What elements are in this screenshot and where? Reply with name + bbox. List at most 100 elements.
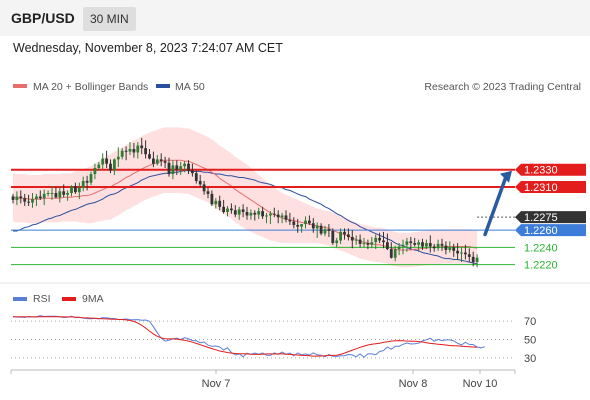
candle-body — [35, 196, 38, 200]
candle-body — [179, 166, 183, 170]
candle-body — [120, 150, 124, 157]
candle-body — [245, 212, 249, 216]
candle-body — [148, 154, 151, 159]
candle — [464, 244, 467, 260]
candle — [296, 218, 300, 233]
rsi-legend-label: RSI — [33, 293, 51, 305]
x-tick-label: Nov 7 — [202, 378, 231, 390]
candle-body — [23, 198, 27, 202]
candle — [113, 158, 116, 175]
candle — [31, 193, 34, 208]
candle-body — [308, 220, 311, 224]
candle-body — [378, 237, 381, 241]
candle-body — [218, 200, 222, 207]
candle — [148, 149, 151, 160]
candle — [315, 222, 319, 238]
candle-body — [128, 149, 132, 152]
candle — [460, 247, 463, 263]
candle-body — [347, 234, 350, 238]
candle — [66, 190, 69, 201]
candle-body — [335, 240, 339, 244]
candle — [393, 245, 397, 262]
candle — [323, 225, 327, 237]
candle-body — [81, 180, 85, 188]
candle-body — [444, 245, 448, 250]
candle-body — [343, 231, 346, 235]
candle — [198, 174, 202, 187]
candle — [81, 176, 85, 192]
candle-body — [46, 193, 50, 195]
candle — [456, 243, 459, 260]
ma50-line — [13, 170, 478, 265]
candle — [230, 203, 233, 214]
timeframe-button[interactable]: 30 MIN — [83, 7, 136, 31]
candle-body — [175, 165, 179, 170]
candle-body — [386, 242, 389, 250]
candle — [245, 206, 249, 220]
resistance-price-tag: 1.2330 — [524, 165, 558, 177]
candle-body — [140, 145, 144, 149]
candle — [202, 180, 206, 195]
candle — [358, 234, 362, 248]
candle — [269, 211, 272, 225]
candle-body — [409, 241, 413, 244]
candle-body — [296, 224, 300, 227]
candle — [101, 153, 105, 169]
candle — [265, 212, 268, 224]
candle — [152, 151, 155, 168]
candle — [218, 195, 222, 211]
candle-body — [109, 163, 112, 171]
candle-body — [85, 180, 89, 183]
candle — [382, 231, 385, 249]
candle-body — [27, 201, 30, 203]
candle-body — [136, 145, 140, 153]
x-tick-label: Nov 10 — [463, 378, 498, 390]
candle-body — [417, 242, 420, 245]
candle-body — [206, 191, 210, 194]
candle — [339, 228, 342, 244]
candle-body — [304, 220, 307, 225]
candle-body — [167, 162, 171, 175]
candle — [304, 216, 307, 229]
candle-body — [323, 229, 327, 234]
candle-body — [11, 196, 15, 200]
candle-body — [401, 244, 405, 247]
ma20-legend-swatch — [13, 84, 27, 88]
candle — [74, 182, 77, 194]
candle-body — [284, 215, 288, 220]
candle — [46, 190, 50, 197]
candle-body — [456, 250, 459, 254]
candle-body — [413, 243, 417, 245]
candle-body — [452, 247, 456, 251]
candle — [374, 234, 378, 250]
datetime-label: Wednesday, November 8, 2023 7:24:07 AM C… — [13, 41, 283, 55]
candle-body — [105, 158, 108, 164]
candle — [214, 198, 218, 209]
candle — [105, 150, 108, 168]
candle — [370, 237, 374, 249]
candle — [132, 142, 136, 158]
candlesticks — [11, 137, 479, 268]
candle — [210, 190, 214, 206]
candle-body — [70, 186, 73, 194]
candle-body — [428, 243, 432, 247]
candle — [35, 193, 38, 206]
candle — [366, 239, 370, 250]
candle-body — [272, 213, 276, 215]
candle-body — [101, 158, 105, 165]
9ma-legend-swatch — [62, 297, 76, 301]
candle — [89, 171, 93, 186]
candle-body — [475, 257, 479, 263]
candle-body — [124, 150, 128, 152]
candle — [237, 206, 241, 220]
candle-body — [276, 214, 280, 218]
candle-body — [144, 148, 147, 155]
ma20-line — [12, 159, 478, 251]
candle — [397, 243, 401, 256]
support-price-tag-bg — [515, 224, 586, 237]
candle — [120, 148, 124, 160]
candle-body — [366, 243, 370, 245]
candle — [257, 207, 261, 219]
candle-body — [292, 221, 296, 225]
candle — [350, 230, 354, 249]
